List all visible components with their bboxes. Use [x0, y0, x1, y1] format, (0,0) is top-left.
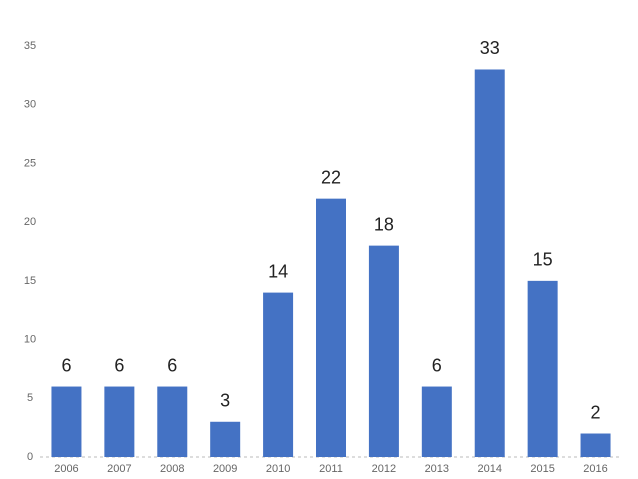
bar	[104, 386, 135, 457]
data-label: 6	[114, 355, 124, 375]
y-tick-label: 35	[24, 40, 36, 52]
y-tick-label: 0	[27, 451, 33, 463]
x-tick-label: 2012	[372, 463, 396, 475]
bar	[527, 280, 558, 457]
y-tick-label: 15	[24, 275, 36, 287]
bar	[263, 292, 294, 457]
x-tick-label: 2008	[160, 463, 184, 475]
bar	[316, 198, 346, 457]
x-tick-label: 2006	[54, 463, 78, 475]
y-tick-label: 25	[24, 157, 36, 169]
data-label: 3	[220, 391, 230, 411]
bar	[51, 386, 82, 457]
bar	[368, 245, 399, 457]
data-label: 6	[167, 355, 177, 375]
data-label: 33	[480, 38, 500, 58]
x-tick-label: 2015	[530, 463, 554, 475]
x-tick-label: 2014	[477, 463, 501, 475]
x-tick-label: 2011	[319, 463, 343, 475]
bar	[210, 421, 241, 457]
y-tick-label: 30	[24, 99, 36, 111]
x-tick-label: 2007	[107, 463, 131, 475]
bar	[474, 69, 505, 457]
y-tick-label: 5	[27, 392, 33, 404]
data-label: 2	[591, 402, 601, 422]
bar	[421, 386, 452, 457]
x-tick-label: 2013	[425, 463, 449, 475]
data-label: 6	[432, 355, 442, 375]
data-label: 18	[374, 214, 394, 234]
data-label: 14	[268, 261, 288, 281]
y-tick-label: 20	[24, 216, 36, 228]
bar	[580, 433, 611, 457]
y-tick-label: 10	[24, 333, 36, 345]
x-tick-label: 2016	[583, 463, 607, 475]
x-tick-label: 2009	[213, 463, 237, 475]
x-tick-label: 2010	[266, 463, 290, 475]
data-label: 6	[61, 355, 71, 375]
data-label: 22	[321, 167, 341, 187]
bar	[157, 386, 188, 457]
data-label: 15	[533, 250, 553, 270]
